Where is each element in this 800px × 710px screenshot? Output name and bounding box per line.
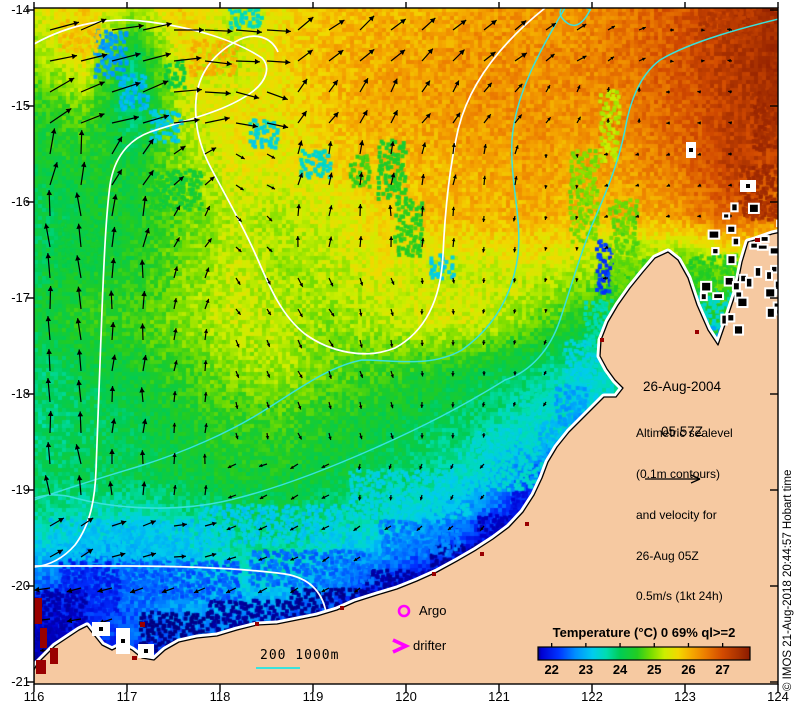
quality-flag-pixel [600, 338, 604, 342]
quality-flag-pixel [50, 648, 58, 664]
quality-flag-pixel [34, 598, 42, 624]
quality-flag-pixel [255, 622, 259, 626]
colorbar [537, 646, 751, 661]
quality-flag-pixel [525, 522, 529, 526]
island-patches [92, 142, 756, 658]
drifter-marker [392, 638, 411, 654]
velocity-arrows [34, 15, 733, 653]
quality-flag-pixel [140, 622, 145, 627]
archipelago-islands [699, 202, 778, 336]
map-clip-group [34, 8, 778, 684]
quality-flag-pixel [132, 656, 137, 660]
quality-flag-pixel [340, 606, 344, 610]
bathymetry-contours [34, 8, 778, 509]
quality-flag-pixel [36, 660, 46, 674]
quality-flag-pixel [480, 552, 484, 556]
axis-ticks [26, 2, 779, 692]
argo-marker [397, 604, 411, 618]
quality-flag-pixel [40, 628, 47, 648]
quality-flag-pixel [695, 330, 699, 334]
land-mass [34, 232, 778, 684]
velocity-scale-arrow [645, 474, 701, 484]
quality-flag-pixel [755, 238, 760, 242]
quality-flag-pixel [432, 572, 436, 576]
